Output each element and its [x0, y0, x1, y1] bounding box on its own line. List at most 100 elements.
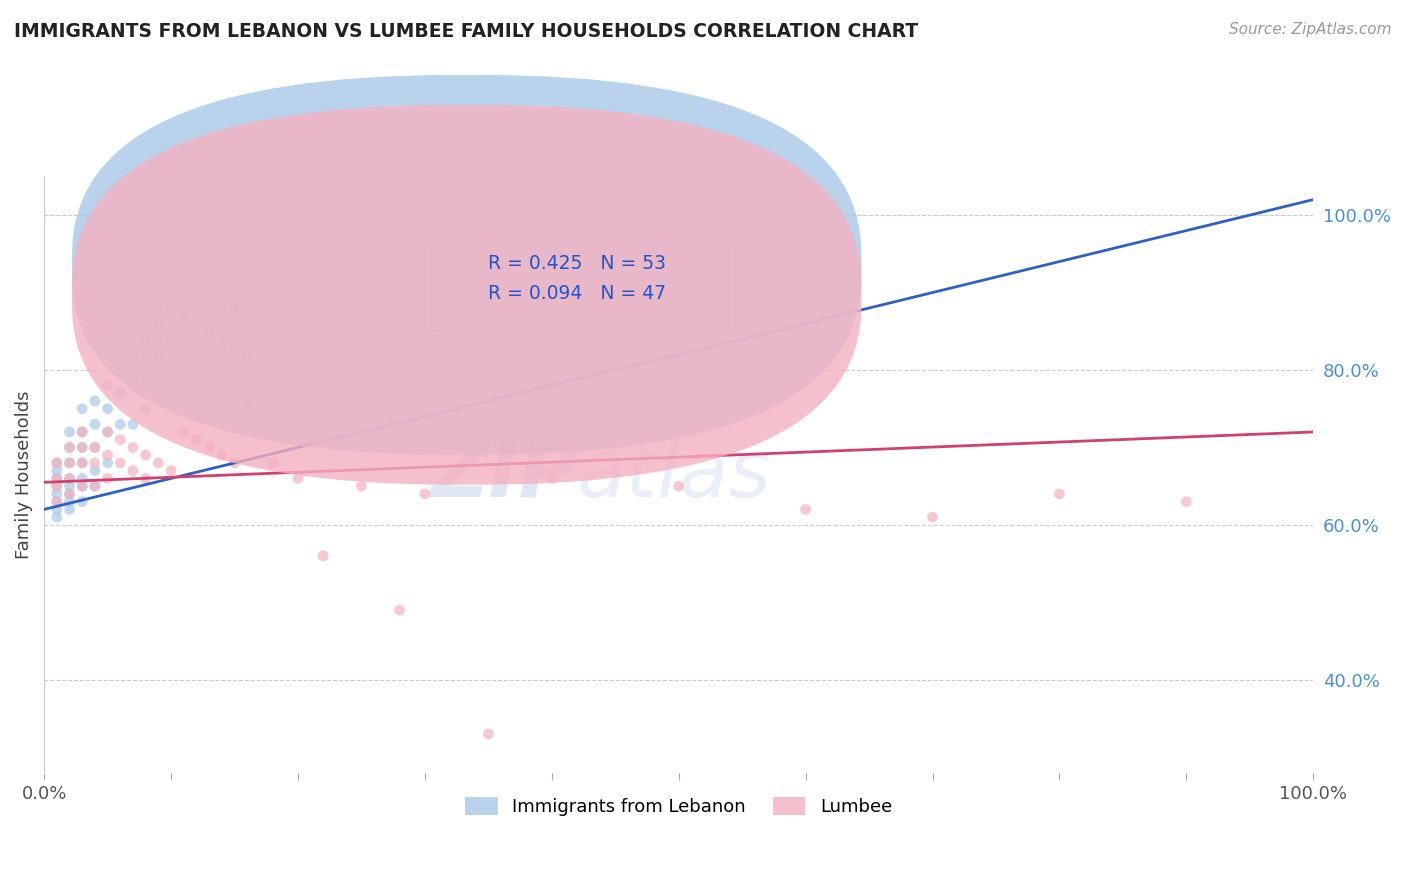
Point	[477, 727, 499, 741]
Point	[83, 441, 105, 455]
Point	[45, 471, 67, 485]
Y-axis label: Family Households: Family Households	[15, 391, 32, 558]
Point	[45, 479, 67, 493]
Point	[262, 363, 284, 377]
Point	[70, 441, 93, 455]
Point	[287, 378, 309, 392]
Point	[45, 464, 67, 478]
Text: R = 0.094   N = 47: R = 0.094 N = 47	[488, 285, 666, 303]
Point	[198, 324, 221, 338]
Point	[97, 456, 120, 470]
Point	[173, 425, 195, 439]
Text: atlas: atlas	[576, 435, 772, 514]
Point	[186, 317, 208, 331]
Point	[83, 456, 105, 470]
Point	[110, 363, 132, 377]
Point	[122, 464, 145, 478]
Point	[45, 487, 67, 501]
Point	[413, 487, 436, 501]
Point	[97, 425, 120, 439]
Point	[236, 347, 259, 361]
Point	[160, 332, 183, 346]
Point	[70, 471, 93, 485]
Point	[110, 386, 132, 401]
Point	[135, 448, 157, 462]
Point	[540, 471, 562, 485]
Point	[70, 479, 93, 493]
Point	[83, 394, 105, 409]
Point	[110, 433, 132, 447]
Point	[794, 502, 817, 516]
Point	[186, 433, 208, 447]
Point	[148, 456, 170, 470]
Point	[198, 441, 221, 455]
Point	[45, 502, 67, 516]
Point	[1049, 487, 1071, 501]
Point	[224, 340, 246, 354]
Point	[122, 441, 145, 455]
Point	[45, 479, 67, 493]
Point	[236, 394, 259, 409]
Point	[350, 479, 373, 493]
Point	[160, 301, 183, 315]
Point	[135, 471, 157, 485]
Point	[58, 425, 80, 439]
Point	[97, 378, 120, 392]
Point	[173, 309, 195, 323]
Point	[70, 401, 93, 416]
Point	[211, 448, 233, 462]
Point	[58, 456, 80, 470]
Point	[70, 441, 93, 455]
Point	[122, 417, 145, 432]
Point	[70, 456, 93, 470]
Point	[135, 332, 157, 346]
FancyBboxPatch shape	[72, 104, 862, 484]
Point	[83, 464, 105, 478]
Point	[312, 549, 335, 563]
Text: Source: ZipAtlas.com: Source: ZipAtlas.com	[1229, 22, 1392, 37]
Point	[58, 487, 80, 501]
Point	[70, 425, 93, 439]
Point	[58, 441, 80, 455]
Point	[135, 363, 157, 377]
Point	[45, 471, 67, 485]
Text: ZIP: ZIP	[430, 435, 576, 514]
FancyBboxPatch shape	[72, 75, 862, 455]
Point	[97, 448, 120, 462]
Point	[58, 471, 80, 485]
Point	[148, 317, 170, 331]
Text: R = 0.425   N = 53: R = 0.425 N = 53	[488, 254, 666, 273]
Point	[45, 456, 67, 470]
Point	[211, 332, 233, 346]
Point	[262, 456, 284, 470]
Point	[70, 479, 93, 493]
Point	[97, 425, 120, 439]
Point	[110, 417, 132, 432]
Point	[58, 441, 80, 455]
Point	[58, 471, 80, 485]
Point	[921, 510, 943, 524]
Point	[58, 487, 80, 501]
Point	[58, 494, 80, 508]
Point	[224, 456, 246, 470]
Point	[58, 456, 80, 470]
Point	[45, 510, 67, 524]
Point	[45, 494, 67, 508]
FancyBboxPatch shape	[425, 242, 730, 332]
Point	[97, 471, 120, 485]
Point	[110, 456, 132, 470]
Point	[1175, 494, 1198, 508]
Text: IMMIGRANTS FROM LEBANON VS LUMBEE FAMILY HOUSEHOLDS CORRELATION CHART: IMMIGRANTS FROM LEBANON VS LUMBEE FAMILY…	[14, 22, 918, 41]
Point	[58, 502, 80, 516]
Point	[122, 370, 145, 384]
Point	[58, 479, 80, 493]
Point	[83, 441, 105, 455]
Point	[45, 456, 67, 470]
Point	[122, 347, 145, 361]
Point	[97, 401, 120, 416]
Point	[83, 417, 105, 432]
Point	[148, 347, 170, 361]
Point	[135, 401, 157, 416]
Point	[224, 301, 246, 315]
Point	[287, 471, 309, 485]
